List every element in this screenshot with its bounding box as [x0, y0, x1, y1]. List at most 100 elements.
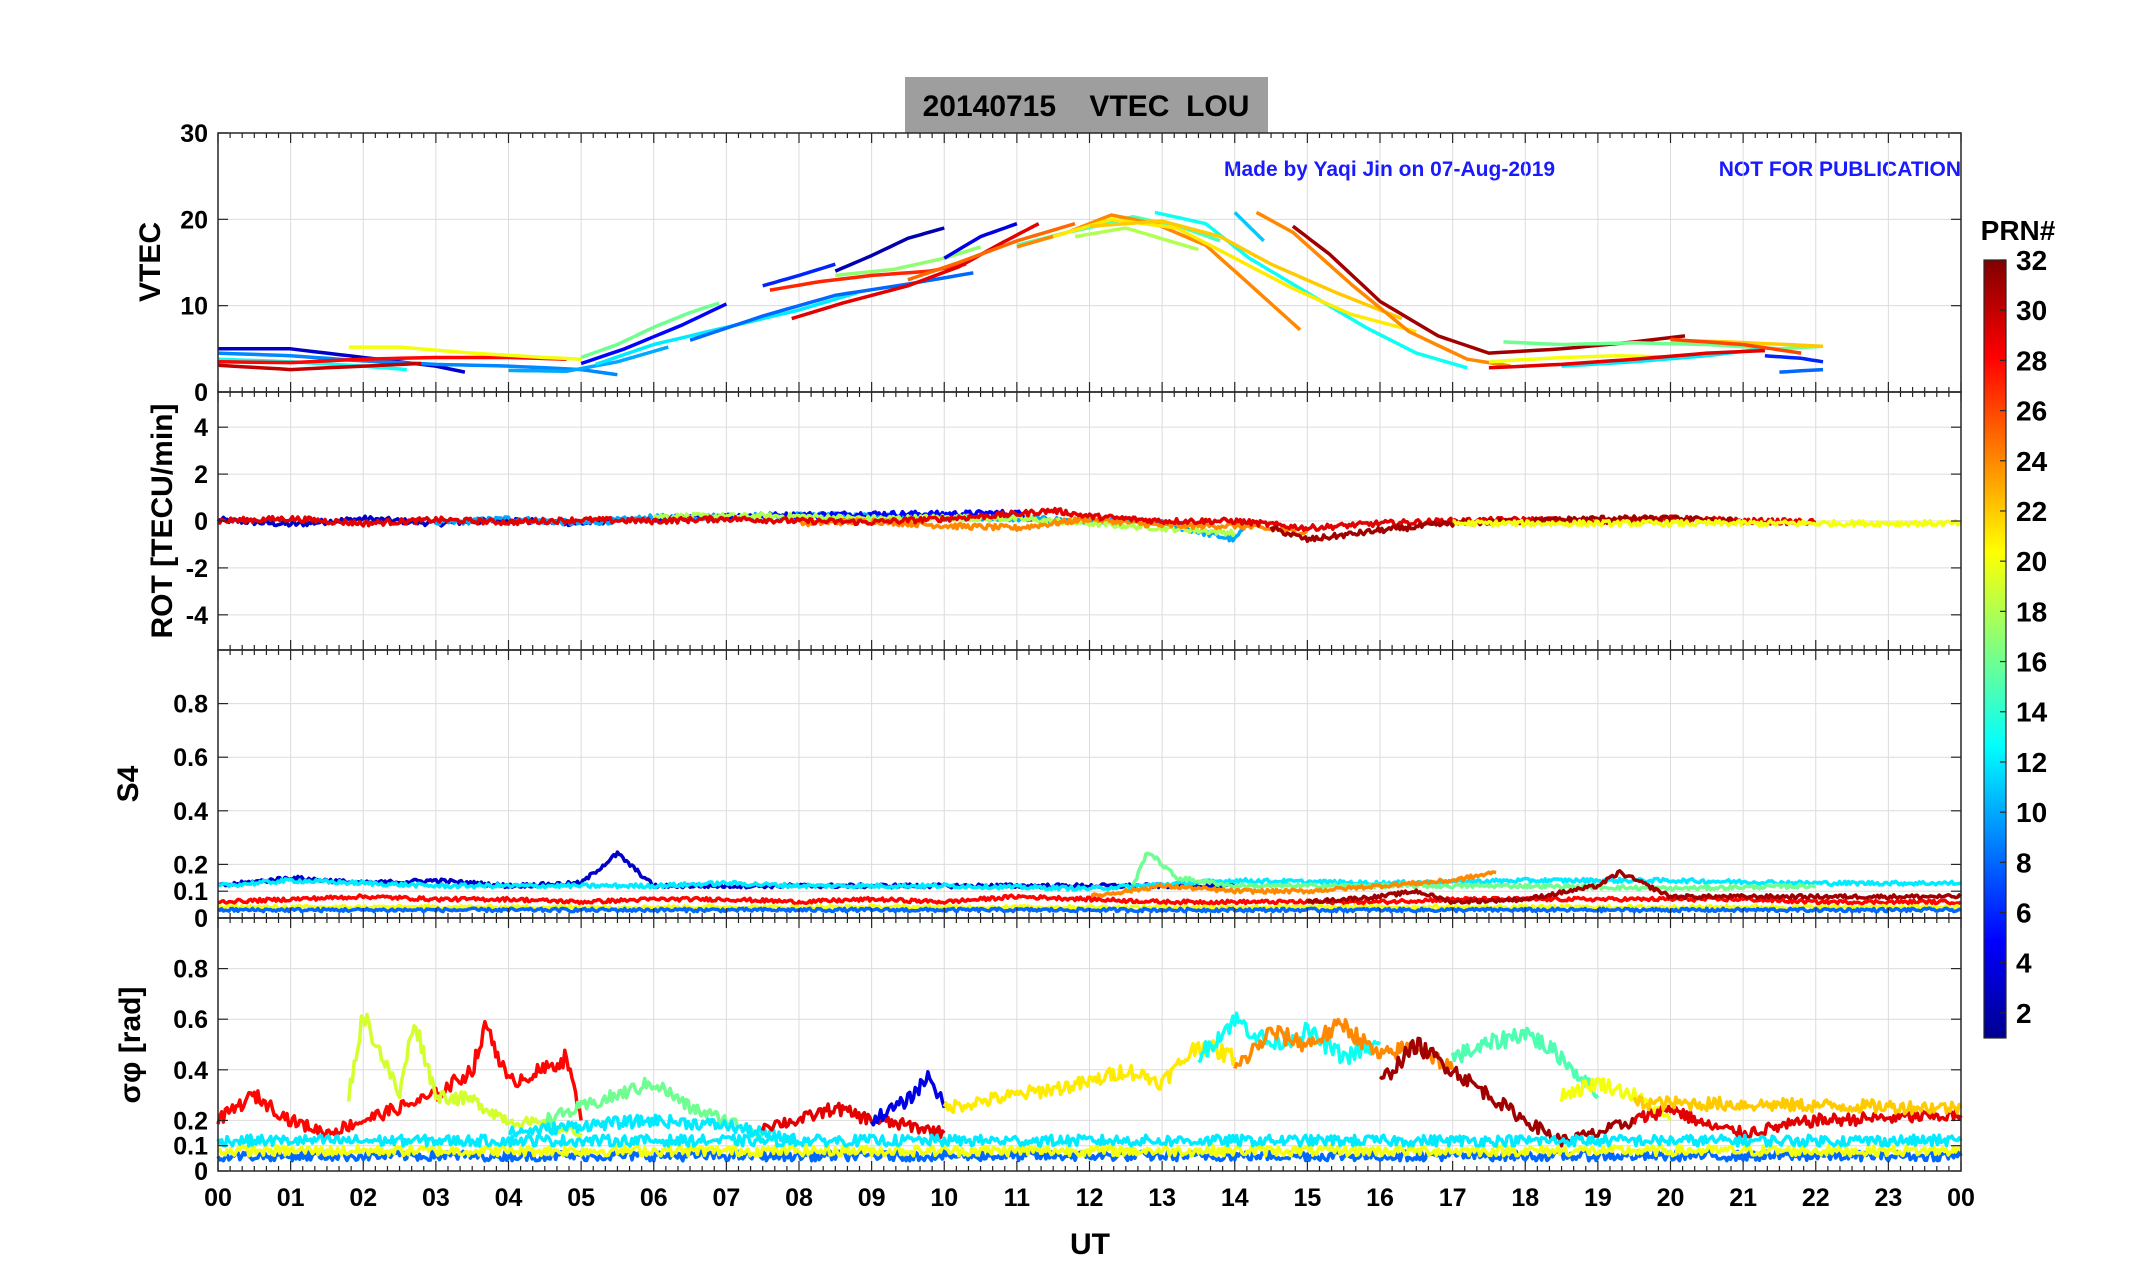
vtec-series-prn-8 — [1779, 367, 1824, 374]
vtec-series-prn-29 — [1488, 348, 1765, 370]
vtec-series-prn-18 — [1074, 226, 1199, 252]
s4-y-tick-label: 0.4 — [173, 798, 208, 826]
s4-y-tick-label: 0.6 — [173, 744, 208, 772]
x-tick-label: 22 — [1802, 1184, 1830, 1212]
sigma_phi-y-axis-label: σφ [rad] — [114, 987, 147, 1104]
sigma_phi-series-prn-22 — [1632, 1095, 1963, 1116]
s4-y-tick-label: 0 — [194, 905, 208, 933]
x-tick-label: 20 — [1657, 1184, 1685, 1212]
x-tick-label: 16 — [1366, 1184, 1394, 1212]
sigma_phi-series-prn-21 — [942, 1039, 1237, 1115]
panel-sigma_phi: 00.10.2 0.4 0.6 0.8 σφ [rad] — [114, 917, 1963, 1186]
x-tick-label: 02 — [349, 1184, 377, 1212]
s4-y-tick-label: 0.2 — [173, 851, 208, 879]
figure-title: 20140715 VTEC LOU — [923, 90, 1250, 123]
rot-y-tick-label: 4 — [194, 414, 208, 442]
s4-series-prn-31 — [1305, 869, 1963, 905]
colorbar-tick-label: 24 — [2016, 446, 2048, 477]
x-tick-label: 19 — [1584, 1184, 1612, 1212]
s4-series-prn-28 — [217, 893, 1963, 906]
panel-vtec: 0 10 20 30 VTEC — [134, 120, 1962, 407]
colorbar-scale — [1983, 259, 2007, 1039]
rot-series-group — [216, 506, 1962, 544]
x-axis-label: UT — [1070, 1228, 1110, 1261]
vtec-series-prn-20 — [348, 345, 582, 361]
x-tick-label: 06 — [640, 1184, 668, 1212]
vtec-series-prn-24 — [1255, 210, 1511, 368]
x-tick-label: 18 — [1511, 1184, 1539, 1212]
vtec-series-prn-25 — [907, 222, 1076, 282]
colorbar-tick-label: 22 — [2016, 496, 2047, 527]
x-tick-label: 17 — [1439, 1184, 1467, 1212]
vtec-series-prn-16 — [1503, 340, 1824, 351]
vtec-y-axis-label: VTEC — [134, 222, 167, 302]
s4-y-tick-label: 0.1 — [173, 878, 208, 906]
title-box — [905, 77, 1268, 133]
vtec-series-prn-6 — [1764, 353, 1824, 364]
vtec-series-prn-5 — [580, 302, 728, 366]
vtec-series-prn-8 — [689, 271, 974, 342]
rot-y-axis-label: ROT [TECU/min] — [146, 404, 179, 639]
colorbar-tick-label: 16 — [2016, 647, 2047, 678]
sigma_phi-series-prn-31 — [1378, 1036, 1636, 1148]
rot-y-tick-label: -4 — [186, 602, 208, 630]
vtec-series-prn-29 — [791, 222, 1040, 321]
vtec-series-prn-6 — [762, 262, 836, 288]
vtec-series-prn-30 — [217, 361, 422, 372]
x-tick-label: 10 — [930, 1184, 958, 1212]
s4-y-tick-label: 0.8 — [173, 691, 208, 719]
vtec-series-prn-11 — [1233, 211, 1266, 243]
vtec-series-prn-17 — [835, 245, 982, 278]
rot-series-prn-20 — [1452, 518, 1962, 528]
x-tick-label: 12 — [1076, 1184, 1104, 1212]
x-tick-label: 08 — [785, 1184, 813, 1212]
vtec-series-prn-24 — [1016, 213, 1302, 332]
sigma_phi-series-prn-19 — [346, 1012, 583, 1140]
x-tick-label: 11 — [1004, 1184, 1031, 1212]
vtec-y-tick-label: 10 — [180, 293, 208, 321]
rot-y-tick-label: -2 — [186, 555, 208, 583]
vtec-series-prn-2 — [834, 226, 945, 273]
publication-note: NOT FOR PUBLICATION — [1719, 158, 1961, 181]
author-note: Made by Yaqi Jin on 07-Aug-2019 — [1224, 158, 1555, 181]
rot-y-tick-label: 2 — [194, 461, 208, 489]
panel-s4: 00.10.2 0.4 0.6 0.8 S4 — [112, 649, 1963, 933]
colorbar-tick-label: 14 — [2016, 697, 2048, 728]
x-tick-labels: 00 01 02 03 04 05 06 07 08 09 10 11 12 13 14 15 16 17 18 19… — [204, 1184, 1975, 1212]
vtec-y-tick-label: 30 — [180, 120, 208, 148]
sigma_phi-y-tick-label: 0.8 — [173, 956, 208, 984]
x-tick-label: 00 — [204, 1184, 232, 1212]
sigma_phi-series-prn-12 — [216, 1133, 1963, 1148]
x-tick-label: 00 — [1947, 1184, 1975, 1212]
vtec-series-prn-13 — [1154, 210, 1468, 370]
sigma_phi-series-prn-29 — [761, 1101, 946, 1140]
vtec-y-tick-label: 20 — [180, 206, 208, 234]
vtec-series-prn-16 — [580, 301, 720, 360]
colorbar-tick-label: 2 — [2016, 998, 2032, 1029]
vtec-series-prn-28 — [217, 355, 567, 365]
x-tick-label: 09 — [858, 1184, 886, 1212]
sigma_phi-y-tick-label: 0.4 — [173, 1057, 208, 1085]
vtec-series-prn-21 — [1052, 217, 1417, 334]
x-tick-label: 13 — [1148, 1184, 1176, 1212]
colorbar-tick-label: 28 — [2016, 345, 2047, 376]
sigma_phi-series-group — [216, 1011, 1963, 1163]
sigma_phi-y-tick-label: 0.1 — [173, 1133, 208, 1161]
sigma_phi-series-prn-15 — [1450, 1026, 1600, 1099]
vtec-series-prn-31 — [1291, 224, 1686, 355]
rot-y-tick-label: 0 — [194, 508, 208, 536]
x-tick-label: 15 — [1293, 1184, 1321, 1212]
sigma_phi-series-prn-12 — [508, 1113, 801, 1146]
colorbar-tick-label: 20 — [2016, 546, 2047, 577]
x-tick-label: 07 — [712, 1184, 740, 1212]
sigma_phi-y-tick-label: 0.2 — [173, 1107, 208, 1135]
colorbar-label: PRN# — [1981, 215, 2056, 246]
x-tick-label: 05 — [567, 1184, 595, 1212]
x-tick-label: 03 — [422, 1184, 450, 1212]
vtec-y-tick-label: 0 — [194, 379, 208, 407]
rot-series-prn-31 — [1269, 514, 1745, 544]
s4-series-prn-16 — [1131, 851, 1817, 893]
colorbar-tick-label: 32 — [2016, 245, 2047, 276]
